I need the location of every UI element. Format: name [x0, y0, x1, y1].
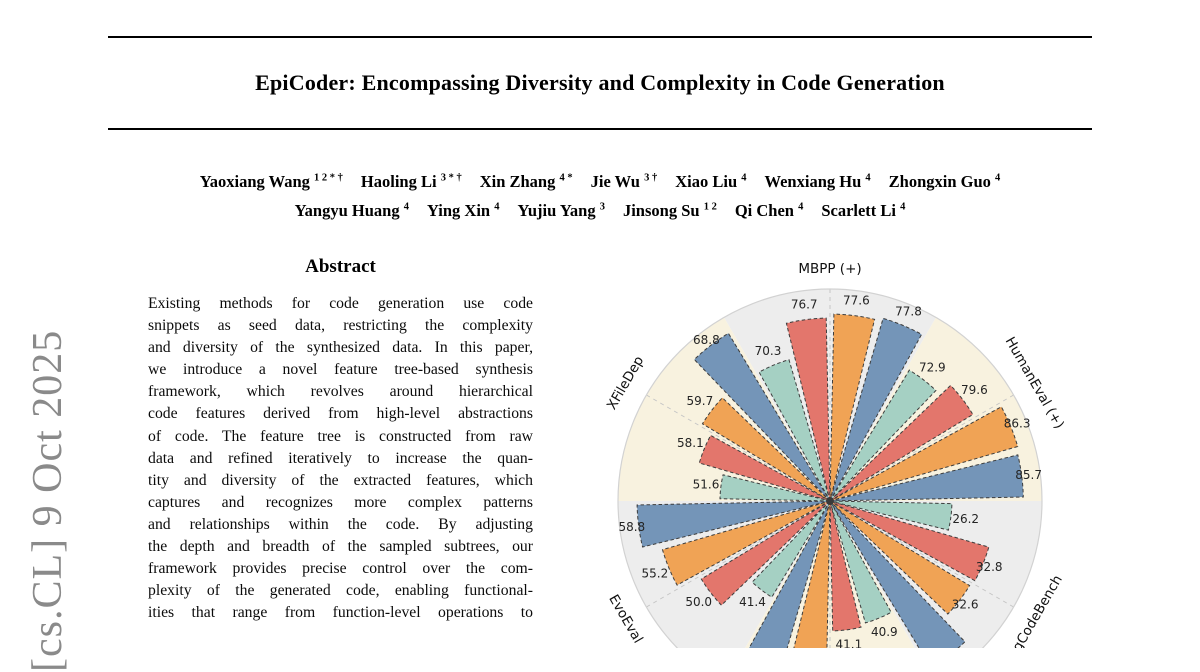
abstract-line: and relationships within the code. By ad…	[148, 515, 533, 533]
bar-value-label: 77.8	[895, 305, 922, 319]
bar-bottom-orange	[793, 500, 831, 648]
abstract-line: framework, which revolves around hierarc…	[148, 383, 533, 401]
bar-EvoEval-orange	[661, 500, 831, 586]
bar-value-label: 40.9	[871, 625, 898, 639]
bar-BigCodeBench-teal	[829, 500, 953, 531]
author-name: Scarlett Li 4	[821, 201, 906, 220]
chart-center-dot	[826, 497, 834, 505]
abstract-line: Existing methods for code generation use…	[148, 295, 533, 312]
bar-value-label: 58.8	[618, 520, 645, 534]
author-list: Yaoxiang Wang 1 2 * † Haoling Li 3 * † Xin…	[40, 165, 1160, 224]
author-name: Yangyu Huang 4	[294, 201, 409, 220]
title-rule-bottom	[108, 128, 1092, 130]
grid-spoke	[646, 394, 831, 502]
bar-value-label: 79.6	[961, 383, 988, 397]
bar-value-label: 50.0	[685, 595, 712, 609]
bar-BigCodeBench-blue	[829, 500, 966, 648]
author-name: Xiao Liu 4	[675, 171, 747, 191]
author-name: Jie Wu 3 †	[590, 171, 658, 191]
author-name: Yujiu Yang 3	[517, 201, 605, 220]
bar-value-label: 58.1	[677, 436, 704, 450]
abstract-line: we introduce a novel feature tree-based …	[148, 361, 533, 379]
bar-XFileDep-blue	[693, 332, 831, 502]
bar-HumanEval (+)-red	[829, 384, 974, 502]
abstract-line: ities that range from function-level ope…	[148, 604, 533, 622]
abstract-heading: Abstract	[305, 256, 376, 277]
author-line-2: Yangyu Huang 4 Ying Xin 4 Yujiu Yang 3 Jins…	[40, 195, 1160, 225]
abstract-text: Existing methods for code generation use…	[148, 293, 533, 624]
grid-spoke	[646, 500, 831, 608]
title-rule-top	[108, 36, 1092, 38]
abstract-line: and diversity of the synthesized data. I…	[148, 339, 533, 357]
bar-MBPP (+)-blue	[829, 317, 923, 502]
sector-label-evoeval: EvoEval	[605, 592, 646, 646]
sector-label-mbpp-: MBPP (+)	[798, 261, 861, 277]
author-name: Jinsong Su 1 2	[622, 201, 717, 220]
bar-EvoEval-red	[700, 500, 831, 606]
author-name: Xin Zhang 4 *	[479, 171, 573, 191]
abstract-line: data and refined iteratively to increase…	[148, 449, 533, 467]
author-name: Wenxiang Hu 4	[764, 171, 871, 191]
bar-MBPP (+)-teal	[758, 359, 831, 502]
bar-value-label: 76.7	[791, 298, 818, 312]
bar-value-label: 70.3	[755, 344, 782, 358]
bar-value-label: 51.6	[693, 478, 720, 492]
benchmark-polar-chart: 85.7 86.3 79.6 72.9 77.8 77.6 76.7 70.3 68.8 59.7…	[604, 261, 1067, 648]
abstract-line: tity and diversity of the extracted feat…	[148, 471, 533, 489]
bar-value-label: 41.1	[836, 638, 863, 648]
bar-HumanEval (+)-teal	[829, 369, 937, 502]
arxiv-watermark: [cs.CL] 9 Oct 2025	[25, 329, 71, 672]
bar-bottom-teal	[829, 500, 892, 624]
author-line-1: Yaoxiang Wang 1 2 * † Haoling Li 3 * † Xin…	[40, 165, 1160, 195]
grid-spoke	[829, 500, 1014, 608]
bar-value-label: 86.3	[1004, 417, 1031, 431]
bar-XFileDep-teal	[719, 474, 831, 502]
bar-BigCodeBench-orange	[829, 500, 971, 615]
bar-XFileDep-orange	[701, 397, 831, 502]
author-name: Qi Chen 4	[734, 201, 804, 220]
bar-BigCodeBench-red	[829, 500, 990, 582]
outer-ring	[617, 288, 1043, 648]
bar-value-label: 26.2	[952, 512, 979, 526]
abstract-line: code features derived from high-level ab…	[148, 405, 533, 423]
author-name: Ying Xin 4	[426, 201, 500, 220]
grid-spoke	[829, 394, 1014, 502]
abstract-line: snippets as seed data, restricting the c…	[148, 317, 533, 335]
abstract-line: captures and recognizes more complex pat…	[148, 493, 533, 511]
bar-MBPP (+)-red	[785, 317, 831, 502]
bar-value-label: 72.9	[919, 361, 946, 375]
author-name: Zhongxin Guo 4	[888, 171, 1001, 191]
abstract-line: the depth and breadth of the sampled sub…	[148, 538, 533, 556]
page-title: EpiCoder: Encompassing Diversity and Com…	[255, 70, 945, 95]
bar-value-label: 77.6	[843, 294, 870, 308]
bar-EvoEval-teal	[751, 500, 831, 598]
author-name: Haoling Li 3 * †	[360, 171, 462, 191]
bar-HumanEval (+)-orange	[829, 406, 1019, 502]
sector-label-xfiledep: XFileDep	[604, 353, 647, 412]
abstract-line: plexity of the generated code, enabling …	[148, 582, 533, 600]
bar-value-label: 55.2	[642, 567, 669, 581]
bar-XFileDep-red	[698, 434, 831, 502]
bar-EvoEval-blue	[636, 500, 831, 548]
bar-value-label: 32.8	[976, 560, 1003, 574]
abstract-line: of code. The feature tree is constructed…	[148, 427, 533, 445]
bar-bottom-red	[829, 500, 862, 632]
bar-MBPP (+)-orange	[829, 313, 876, 502]
bar-bottom-blue	[748, 500, 831, 648]
bar-value-label: 32.6	[952, 598, 979, 612]
abstract-line: framework provides precise control over …	[148, 560, 533, 578]
bar-value-label: 59.7	[687, 394, 714, 408]
bar-value-label: 68.8	[693, 333, 720, 347]
author-name: Yaoxiang Wang 1 2 * †	[199, 171, 343, 191]
bar-value-label: 85.7	[1015, 468, 1042, 482]
bar-HumanEval (+)-blue	[829, 454, 1024, 502]
bar-value-label: 41.4	[739, 595, 766, 609]
